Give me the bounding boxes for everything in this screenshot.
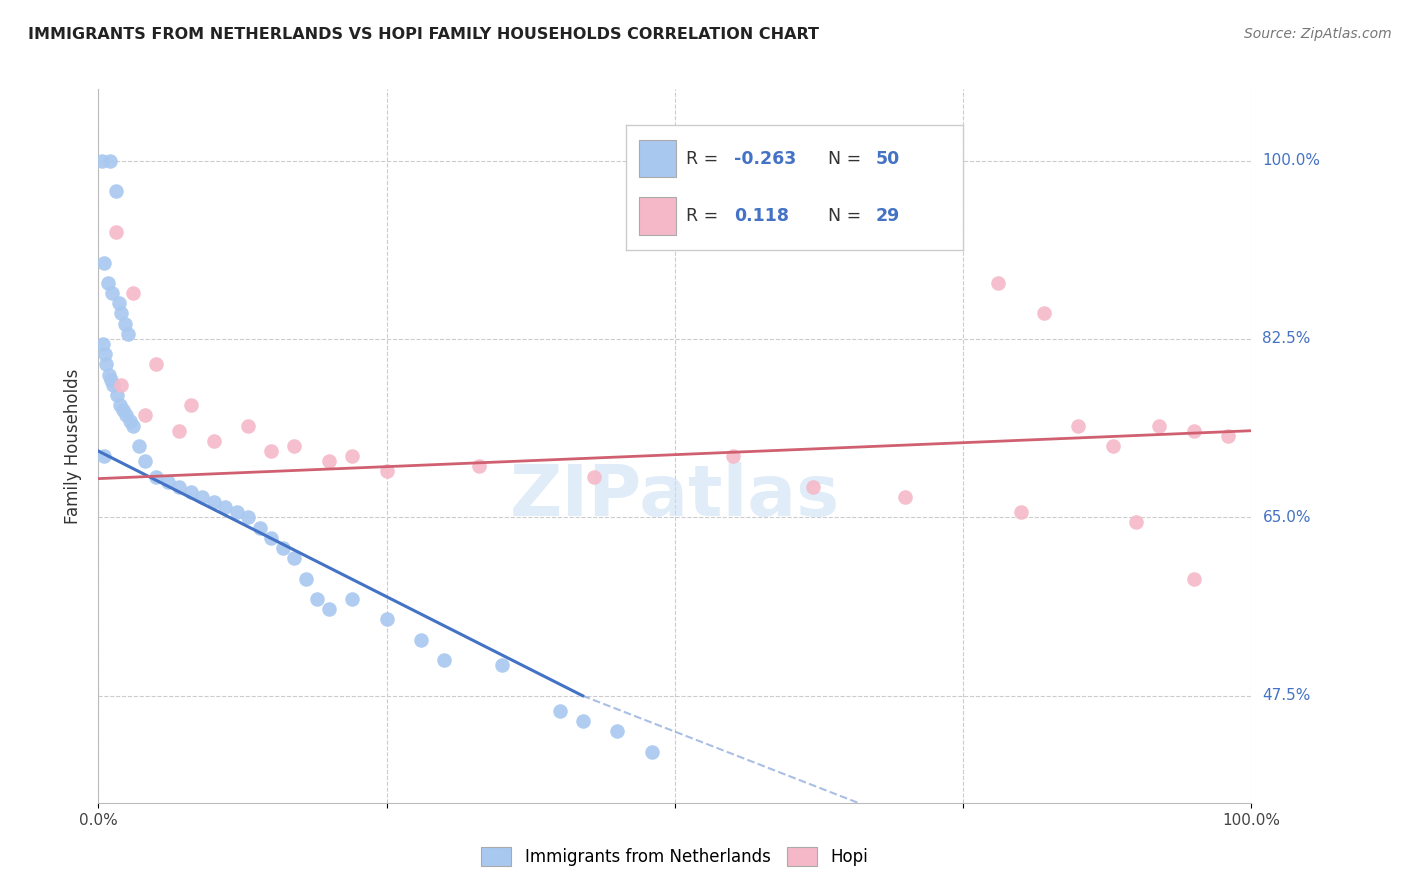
Point — [98, 153, 121, 168]
Point — [894, 490, 917, 504]
Point — [111, 403, 134, 417]
Point — [134, 454, 156, 468]
Point — [128, 439, 150, 453]
Point — [105, 388, 128, 402]
Text: -0.263: -0.263 — [734, 150, 796, 168]
Point — [375, 612, 398, 626]
Legend: Immigrants from Netherlands, Hopi: Immigrants from Netherlands, Hopi — [472, 838, 877, 875]
Point — [1010, 505, 1032, 519]
Point — [93, 255, 115, 269]
Point — [641, 745, 664, 759]
Point — [491, 658, 513, 673]
Point — [721, 449, 744, 463]
Point — [145, 469, 167, 483]
Text: 65.0%: 65.0% — [1263, 510, 1310, 524]
Point — [101, 286, 124, 301]
Text: 50: 50 — [876, 150, 900, 168]
Point — [307, 591, 329, 606]
Point — [375, 465, 398, 479]
Point — [548, 704, 571, 718]
Point — [104, 184, 127, 198]
Point — [117, 326, 139, 341]
Point — [1102, 439, 1125, 453]
Point — [271, 541, 294, 555]
Point — [411, 632, 433, 647]
Point — [97, 276, 120, 290]
Point — [225, 505, 247, 519]
Text: Source: ZipAtlas.com: Source: ZipAtlas.com — [1244, 27, 1392, 41]
Point — [260, 531, 283, 545]
Point — [122, 286, 145, 301]
Point — [110, 398, 132, 412]
Point — [1067, 418, 1090, 433]
FancyBboxPatch shape — [640, 140, 676, 178]
Point — [238, 418, 260, 433]
Point — [110, 377, 132, 392]
Point — [238, 510, 260, 524]
Point — [606, 724, 628, 739]
Text: 47.5%: 47.5% — [1263, 689, 1310, 703]
Point — [1218, 429, 1240, 443]
Point — [167, 480, 190, 494]
Point — [94, 347, 117, 361]
Point — [202, 495, 225, 509]
Text: 29: 29 — [876, 207, 900, 225]
Text: 100.0%: 100.0% — [1263, 153, 1320, 168]
Point — [180, 484, 202, 499]
Text: 82.5%: 82.5% — [1263, 332, 1310, 346]
Point — [283, 551, 305, 566]
Point — [1147, 418, 1170, 433]
Point — [93, 449, 115, 463]
Point — [118, 413, 141, 427]
Point — [571, 714, 593, 729]
Point — [1032, 306, 1054, 320]
Point — [987, 276, 1010, 290]
Point — [115, 409, 138, 423]
Text: R =: R = — [686, 207, 724, 225]
Point — [104, 225, 127, 239]
Point — [191, 490, 214, 504]
Point — [108, 296, 131, 310]
Text: N =: N = — [828, 207, 868, 225]
Text: ZIPatlas: ZIPatlas — [510, 462, 839, 532]
Point — [1182, 572, 1205, 586]
Point — [583, 469, 606, 483]
Text: R =: R = — [686, 150, 724, 168]
Point — [249, 520, 271, 534]
Point — [468, 459, 491, 474]
Point — [433, 653, 456, 667]
Point — [156, 475, 179, 489]
Point — [318, 454, 340, 468]
Point — [340, 591, 363, 606]
Point — [318, 602, 340, 616]
Point — [114, 317, 136, 331]
Text: N =: N = — [828, 150, 868, 168]
Text: 0.118: 0.118 — [734, 207, 789, 225]
Point — [202, 434, 225, 448]
Text: IMMIGRANTS FROM NETHERLANDS VS HOPI FAMILY HOUSEHOLDS CORRELATION CHART: IMMIGRANTS FROM NETHERLANDS VS HOPI FAMI… — [28, 27, 820, 42]
Point — [103, 377, 125, 392]
Point — [180, 398, 202, 412]
Point — [90, 153, 112, 168]
Point — [1182, 424, 1205, 438]
Point — [260, 444, 283, 458]
FancyBboxPatch shape — [640, 197, 676, 235]
Point — [214, 500, 236, 515]
Point — [134, 409, 156, 423]
Point — [340, 449, 363, 463]
Point — [97, 368, 120, 382]
Point — [283, 439, 305, 453]
Point — [110, 306, 132, 320]
Point — [91, 337, 114, 351]
Point — [145, 358, 167, 372]
Point — [96, 358, 118, 372]
Point — [1125, 516, 1147, 530]
Y-axis label: Family Households: Family Households — [65, 368, 83, 524]
Point — [122, 418, 145, 433]
Point — [295, 572, 318, 586]
Point — [100, 373, 122, 387]
Point — [167, 424, 190, 438]
Point — [801, 480, 824, 494]
